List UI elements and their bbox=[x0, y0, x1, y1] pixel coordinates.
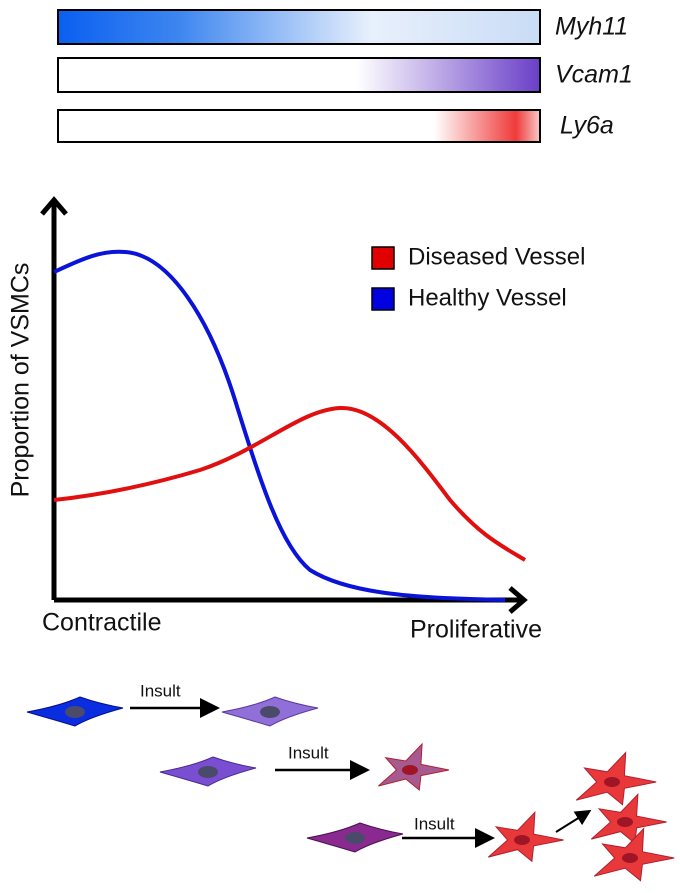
gradient-bar bbox=[57, 9, 541, 45]
legend-swatch bbox=[371, 246, 395, 270]
gradient-bar bbox=[57, 57, 541, 93]
nucleus bbox=[622, 853, 638, 863]
x-axis bbox=[54, 586, 528, 614]
y-axis bbox=[40, 196, 68, 600]
nucleus bbox=[604, 777, 620, 787]
graph: Proportion of VSMCs Contractile Prolifer… bbox=[7, 196, 585, 644]
legend-label: Diseased Vessel bbox=[408, 243, 585, 270]
x-axis-start: Contractile bbox=[42, 609, 162, 637]
nucleus bbox=[345, 832, 365, 844]
transition-label: Insult bbox=[140, 681, 181, 700]
diseased-curve bbox=[53, 405, 527, 562]
transition-label: Insult bbox=[414, 814, 455, 833]
gene-bars: Myh11 Vcam1 Ly6a bbox=[57, 9, 633, 143]
healthy-curve bbox=[53, 249, 506, 602]
y-axis-label: Proportion of VSMCs bbox=[7, 263, 35, 498]
gene-label: Myh11 bbox=[555, 13, 628, 41]
gene-label: Vcam1 bbox=[555, 61, 633, 89]
gradient-bar bbox=[57, 109, 541, 143]
nucleus bbox=[65, 706, 85, 718]
nucleus bbox=[260, 706, 280, 718]
nucleus bbox=[514, 835, 530, 845]
gene-label: Ly6a bbox=[560, 112, 614, 140]
legend-swatch bbox=[371, 287, 395, 311]
x-axis-end: Proliferative bbox=[410, 616, 542, 644]
nucleus bbox=[617, 817, 633, 827]
nucleus bbox=[198, 766, 218, 778]
nucleus bbox=[402, 765, 418, 775]
cell-transitions: Insult Insult Insult bbox=[26, 681, 675, 882]
transition-label: Insult bbox=[288, 743, 329, 762]
legend-label: Healthy Vessel bbox=[408, 284, 567, 311]
arrow bbox=[555, 809, 592, 833]
